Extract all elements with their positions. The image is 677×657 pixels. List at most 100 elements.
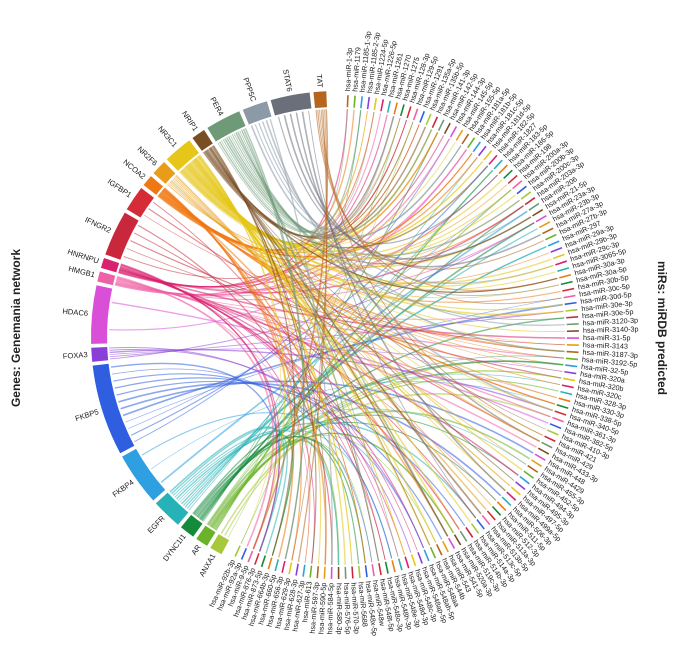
- chord-link: [116, 275, 275, 547]
- gene-label: NCOA2: [121, 157, 147, 181]
- mir-arc: [371, 564, 375, 577]
- mir-arc: [386, 100, 392, 113]
- mir-arc: [501, 496, 512, 506]
- gene-arc-ifngr2: [105, 212, 139, 260]
- chord-link: [244, 127, 305, 560]
- mir-arc: [544, 435, 556, 443]
- mir-arc: [470, 523, 480, 534]
- chord-link: [220, 392, 551, 534]
- mir-arc: [527, 464, 539, 473]
- mir-arc: [316, 566, 320, 579]
- gene-arc-nr2f6: [153, 162, 176, 184]
- gene-label: HNRNPU: [66, 247, 100, 265]
- chord-link: [308, 110, 477, 519]
- gene-arc-hdac6: [91, 285, 113, 344]
- mir-arc: [550, 246, 563, 253]
- mir-arc: [564, 301, 577, 306]
- gene-label: HMGB1: [68, 264, 96, 279]
- mir-arc: [552, 253, 565, 260]
- gene-arc-stat6: [270, 92, 312, 116]
- mir-arc: [488, 154, 498, 165]
- gene-arc-ar: [196, 525, 216, 546]
- gene-label: IFNGR2: [83, 215, 112, 235]
- mir-arc: [344, 566, 347, 579]
- mir-label: hsa-miR-576-5p: [342, 583, 353, 635]
- mir-arc: [545, 233, 557, 241]
- chord-link: [192, 434, 294, 556]
- mir-arc: [417, 552, 423, 564]
- mir-label: hsa-miR-597-3p: [308, 582, 321, 634]
- mir-arc: [373, 98, 378, 111]
- mir-arc: [512, 180, 523, 190]
- mir-arc: [493, 159, 503, 170]
- mir-arc: [559, 273, 572, 279]
- gene-label: NR3C1: [156, 124, 179, 149]
- mir-arc: [541, 441, 553, 449]
- chord-link: [206, 435, 283, 544]
- mir-label: hsa-miR-584-5p: [325, 583, 335, 635]
- mir-arc: [510, 486, 521, 496]
- chord-link: [199, 154, 281, 544]
- mir-arc: [554, 410, 567, 416]
- mir-label: hsa-miR-3120-3p: [582, 316, 638, 328]
- mir-arc: [391, 560, 396, 573]
- mir-arc: [449, 126, 458, 138]
- gene-label: HDAC6: [62, 307, 88, 318]
- gene-label: AR: [189, 543, 203, 557]
- mir-arc: [520, 191, 532, 200]
- mir-label: hsa-miR-3140-3p: [583, 324, 639, 334]
- gene-arc-fkbp4: [122, 448, 166, 501]
- mir-arc: [378, 563, 382, 576]
- mir-label: hsa-miR-30e-5p: [582, 307, 634, 320]
- mir-arc: [267, 557, 273, 570]
- chord-link: [148, 208, 540, 442]
- gene-label: EGFR: [146, 513, 167, 535]
- mir-arc: [564, 370, 577, 375]
- mir-label: hsa-miR-3187-3p: [582, 348, 638, 361]
- chord-link: [295, 112, 541, 442]
- mir-arc: [425, 113, 432, 126]
- mir-arc: [364, 565, 368, 578]
- mirs-axis-title: miRs: miRDB predicted: [655, 260, 669, 396]
- gene-label: IGFBP1: [106, 177, 133, 200]
- mir-arc: [486, 510, 496, 521]
- mir-label: hsa-miR-570-3p: [349, 582, 361, 634]
- mir-arc: [472, 141, 481, 153]
- chord-link: [195, 421, 497, 517]
- chord-link: [120, 380, 534, 454]
- mir-label: hsa-miR-590-5p: [316, 582, 328, 634]
- mir-label: hsa-miR-3143: [583, 340, 628, 351]
- mir-arc: [423, 549, 430, 562]
- gene-arc-nr3c1: [166, 140, 199, 171]
- mir-arc: [562, 287, 575, 292]
- mir-arc: [524, 197, 536, 206]
- mir-label: hsa-miR-5688: [356, 581, 369, 627]
- chord-link: [109, 347, 412, 553]
- gene-label: NR2F6: [136, 145, 160, 168]
- gene-label: FKBP5: [74, 407, 100, 423]
- gene-arc-foxa3: [91, 347, 109, 362]
- mir-arc: [565, 364, 578, 368]
- mir-arc: [534, 453, 546, 461]
- chord-link: [239, 130, 399, 557]
- mir-arc: [337, 566, 340, 579]
- gene-label: TAT: [315, 74, 325, 88]
- mir-arc: [557, 267, 570, 273]
- gene-arc-ppp5c: [242, 101, 272, 125]
- mir-arc: [498, 164, 508, 175]
- mir-arc: [309, 565, 313, 578]
- chord-link: [198, 154, 286, 550]
- gene-arc-egfr: [155, 492, 189, 525]
- mir-arc: [404, 556, 410, 569]
- mir-arc: [393, 102, 398, 115]
- mir-arc: [528, 202, 540, 211]
- mir-arc: [254, 553, 260, 565]
- mir-arc: [560, 280, 573, 286]
- mir-arc: [483, 150, 493, 161]
- mir-arc: [351, 566, 354, 579]
- mir-arc: [565, 308, 578, 312]
- mir-arc: [330, 566, 333, 579]
- chord-link: [183, 161, 483, 252]
- mir-arc: [516, 185, 527, 195]
- mir-arc: [247, 550, 254, 563]
